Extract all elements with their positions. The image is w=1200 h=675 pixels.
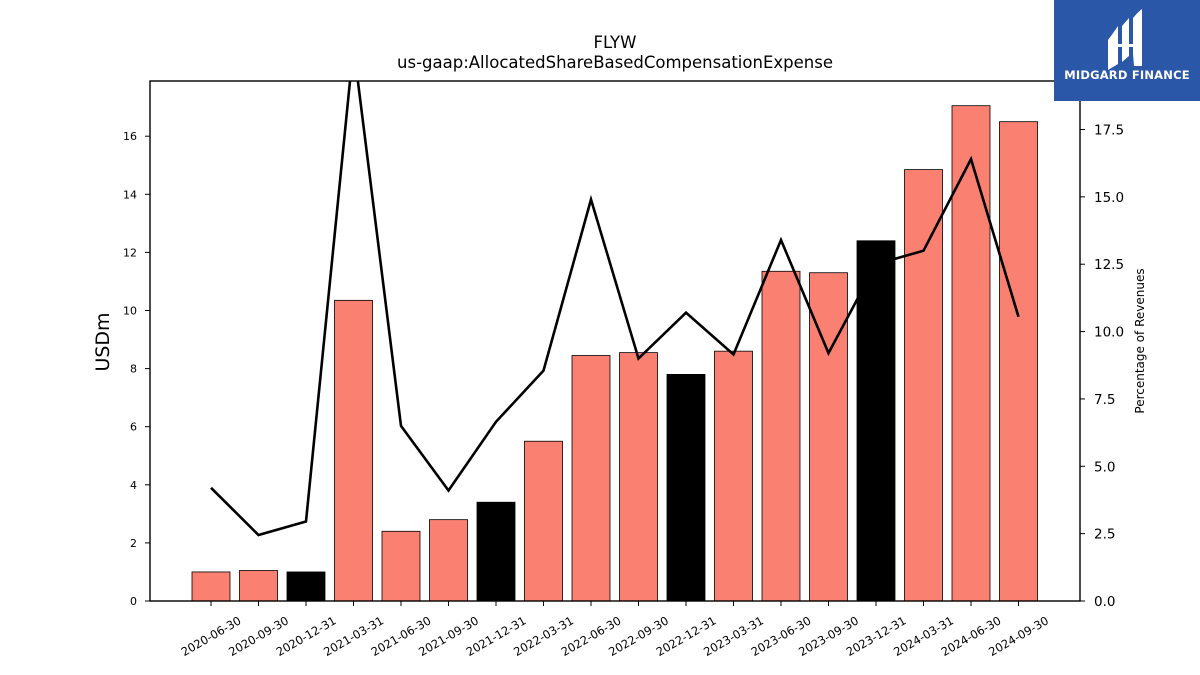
chart-title: FLYW: [594, 33, 637, 52]
bar: [904, 169, 943, 602]
y-tick-label: 2: [130, 537, 137, 550]
y2-tick-label: 17.5: [1094, 122, 1124, 138]
bar: [761, 270, 801, 602]
plot-frame: [149, 80, 1081, 602]
y-tick-label: 10: [123, 304, 137, 317]
y2-tick-label: 0.0: [1094, 594, 1115, 610]
bar: [619, 352, 658, 602]
bar: [571, 355, 611, 602]
y2-tick-label: 12.5: [1094, 257, 1124, 273]
brand-logo: MIDGARD FINANCE: [1054, 0, 1200, 101]
y2-tick-label: 5.0: [1094, 459, 1115, 475]
bar: [476, 501, 516, 602]
y2-tick-label: 10.0: [1094, 325, 1124, 341]
bar: [429, 519, 468, 602]
brand-name: MIDGARD FINANCE: [1064, 68, 1190, 82]
bar: [856, 240, 896, 602]
y-tick-label: 6: [130, 421, 137, 434]
bar: [999, 121, 1038, 602]
chart-subtitle: us-gaap:AllocatedShareBasedCompensationE…: [397, 53, 833, 72]
y-tick-label: 16: [123, 130, 137, 143]
y-tick-label: 14: [123, 188, 137, 201]
y-tick-label: 0: [130, 595, 137, 608]
y-tick-label: 12: [123, 246, 137, 259]
bar: [191, 571, 231, 602]
y2-tick-label: 15.0: [1094, 190, 1124, 206]
bar: [666, 374, 706, 602]
bar: [714, 350, 753, 602]
percentage-line: [210, 81, 1020, 537]
bar: [951, 105, 991, 602]
bar: [286, 571, 326, 602]
bar: [524, 440, 563, 602]
y-axis-label: USDm: [92, 312, 114, 371]
y-tick-label: 8: [130, 363, 137, 376]
bar: [334, 299, 373, 602]
bar: [381, 530, 421, 602]
bar: [239, 570, 278, 602]
midgard-logo-icon: [1108, 9, 1142, 70]
y2-axis-label: Percentage of Revenues: [1133, 268, 1147, 413]
y-tick-label: 4: [130, 479, 137, 492]
y2-tick-label: 2.5: [1094, 527, 1115, 543]
y2-tick-label: 7.5: [1094, 392, 1115, 408]
